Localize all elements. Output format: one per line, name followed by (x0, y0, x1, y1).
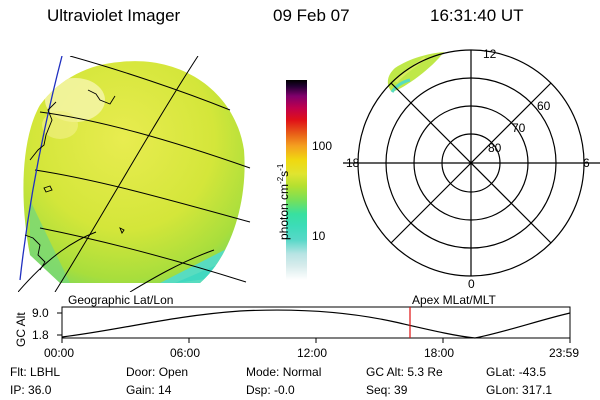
altitude-tick-top: 9.0 (32, 306, 49, 320)
colorbar-label: photon cm-2s-1 (276, 164, 291, 240)
observation-date: 09 Feb 07 (273, 6, 350, 25)
colorbar (286, 80, 307, 280)
mlt-label-0: 0 (468, 277, 475, 291)
apex-caption: Apex MLat/MLT (412, 293, 496, 307)
time-tick-1200: 12:00 (297, 346, 328, 360)
altitude-tick-bottom: 1.8 (32, 328, 49, 342)
colorbar-label-unit: photon cm (277, 183, 291, 240)
status-ip: IP: 36.0 (10, 383, 52, 397)
geographic-image (18, 56, 251, 292)
mlat-label-60: 60 (537, 99, 551, 113)
status-flt: Flt: LBHL (10, 365, 61, 379)
geographic-caption: Geographic Lat/Lon (68, 293, 174, 307)
time-tick-0000: 00:00 (44, 346, 75, 360)
observation-time: 16:31:40 UT (430, 6, 524, 25)
status-seq: Seq: 39 (366, 383, 408, 397)
colorbar-label-s: s (277, 170, 291, 177)
status-gc-alt: GC Alt: 5.3 Re (366, 365, 443, 379)
status-gain: Gain: 14 (126, 383, 172, 397)
time-tick-2359: 23:59 (549, 346, 580, 360)
polar-plot (343, 49, 600, 277)
time-tick-1800: 18:00 (424, 346, 455, 360)
status-door: Door: Open (126, 365, 189, 379)
mlt-label-12: 12 (483, 47, 497, 61)
colorbar-tick-10: 10 (312, 229, 326, 243)
mlt-label-18: 18 (346, 156, 360, 170)
mlat-label-80: 80 (488, 141, 502, 155)
status-glat: GLat: -43.5 (486, 365, 547, 379)
colorbar-label-exp1: -2 (276, 176, 285, 184)
status-dsp: Dsp: -0.0 (246, 383, 295, 397)
colorbar-label-exp2: -1 (276, 163, 285, 171)
mlat-label-70: 70 (512, 121, 526, 135)
status-mode: Mode: Normal (246, 365, 322, 379)
status-glon: GLon: 317.1 (486, 383, 553, 397)
colorbar-tick-100: 100 (312, 139, 333, 153)
altitude-plot (57, 306, 571, 343)
instrument-title: Ultraviolet Imager (47, 6, 181, 25)
mlt-label-6: 6 (583, 156, 590, 170)
altitude-axis-label: GC Alt (14, 312, 28, 347)
time-tick-0600: 06:00 (170, 346, 201, 360)
